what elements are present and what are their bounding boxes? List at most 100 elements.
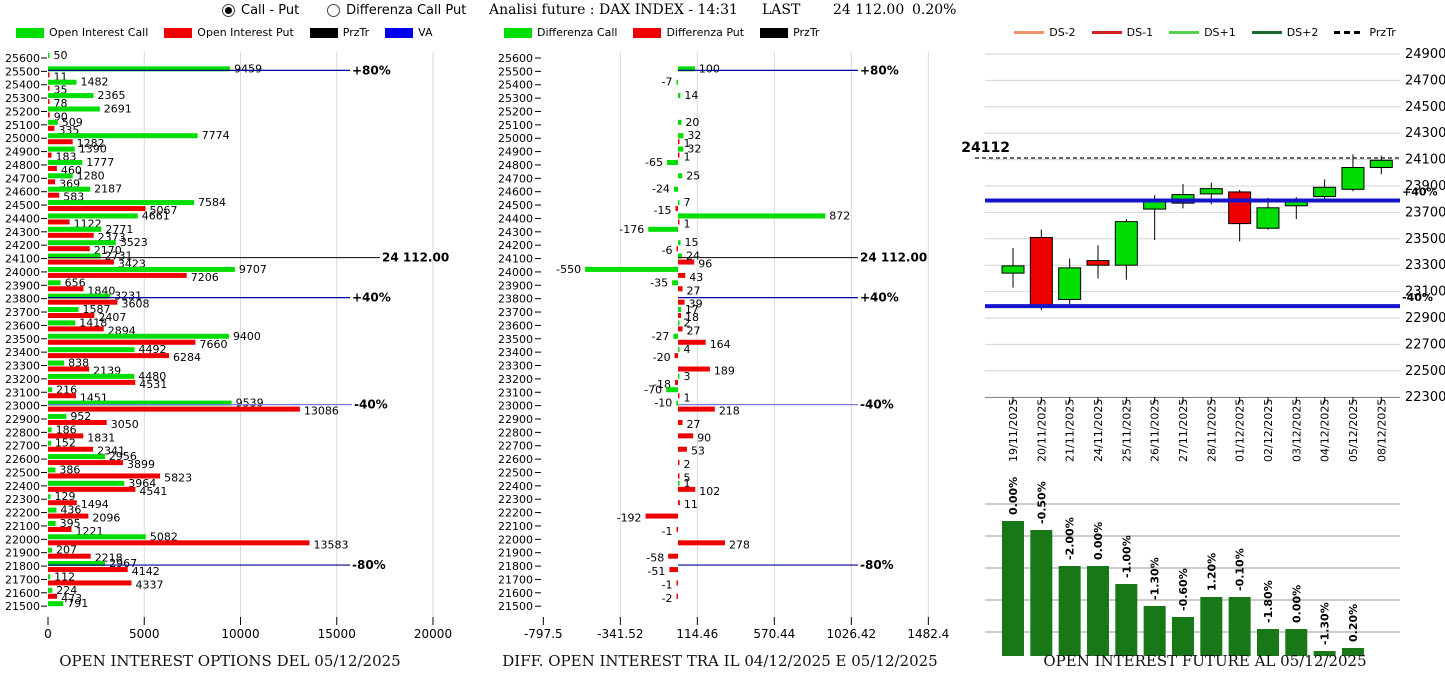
svg-text:25500: 25500 bbox=[5, 65, 40, 78]
legend-item: DS+1 bbox=[1169, 26, 1236, 39]
svg-text:207: 207 bbox=[56, 544, 77, 557]
svg-text:2407: 2407 bbox=[98, 311, 126, 324]
svg-text:25/11/2025: 25/11/2025 bbox=[1120, 399, 1133, 462]
svg-text:23200: 23200 bbox=[498, 373, 533, 386]
svg-text:1482.4: 1482.4 bbox=[907, 627, 949, 641]
svg-text:838: 838 bbox=[68, 357, 89, 370]
svg-text:+40%: +40% bbox=[352, 291, 391, 305]
svg-text:24200: 24200 bbox=[5, 239, 40, 252]
svg-text:-1.30%: -1.30% bbox=[1319, 602, 1332, 645]
svg-text:53: 53 bbox=[691, 445, 705, 458]
svg-text:22300: 22300 bbox=[1405, 390, 1445, 405]
svg-text:2691: 2691 bbox=[104, 102, 132, 115]
svg-text:4531: 4531 bbox=[139, 378, 167, 391]
svg-text:24900: 24900 bbox=[5, 146, 40, 159]
svg-text:952: 952 bbox=[70, 410, 91, 423]
svg-text:22300: 22300 bbox=[498, 493, 533, 506]
legend-item: Open Interest Call bbox=[16, 26, 148, 39]
svg-text:27: 27 bbox=[687, 324, 701, 337]
svg-text:-6: -6 bbox=[662, 244, 673, 257]
legend-item: Differenza Call bbox=[504, 26, 617, 39]
svg-text:+80%: +80% bbox=[860, 63, 899, 77]
svg-text:-51: -51 bbox=[647, 565, 665, 578]
svg-text:-192: -192 bbox=[617, 512, 642, 525]
svg-text:-15: -15 bbox=[653, 204, 671, 217]
svg-text:24700: 24700 bbox=[5, 172, 40, 185]
svg-text:28/11/2025: 28/11/2025 bbox=[1205, 399, 1218, 462]
svg-text:24200: 24200 bbox=[498, 239, 533, 252]
svg-text:24600: 24600 bbox=[498, 186, 533, 199]
svg-text:3: 3 bbox=[684, 370, 691, 383]
svg-text:23400: 23400 bbox=[5, 346, 40, 359]
legend-item: VA bbox=[385, 26, 433, 39]
svg-text:0: 0 bbox=[44, 627, 52, 641]
svg-text:7774: 7774 bbox=[202, 129, 230, 142]
svg-text:90: 90 bbox=[697, 431, 711, 444]
svg-text:22400: 22400 bbox=[498, 480, 533, 493]
svg-text:-0.10%: -0.10% bbox=[1234, 548, 1247, 591]
svg-text:22000: 22000 bbox=[5, 533, 40, 546]
svg-text:5067: 5067 bbox=[150, 204, 178, 217]
svg-text:2731: 2731 bbox=[105, 250, 133, 263]
svg-text:-40%: -40% bbox=[1402, 291, 1433, 304]
svg-text:1831: 1831 bbox=[87, 431, 115, 444]
svg-text:7660: 7660 bbox=[199, 338, 227, 351]
svg-text:2096: 2096 bbox=[92, 512, 120, 525]
svg-text:23900: 23900 bbox=[5, 279, 40, 292]
svg-text:24: 24 bbox=[686, 250, 700, 263]
svg-text:22500: 22500 bbox=[498, 466, 533, 479]
legend-item: DS-1 bbox=[1091, 26, 1154, 39]
legend-swatch-icon bbox=[385, 27, 414, 38]
chart-mode-radios: Call - Put Differenza Call Put bbox=[222, 3, 466, 18]
svg-text:23300: 23300 bbox=[498, 360, 533, 373]
legend-swatch-icon bbox=[164, 27, 193, 38]
radio-differenza-call-put[interactable]: Differenza Call Put bbox=[327, 3, 466, 18]
svg-text:22000: 22000 bbox=[498, 533, 533, 546]
svg-text:+40%: +40% bbox=[860, 291, 899, 305]
svg-text:23900: 23900 bbox=[1405, 179, 1445, 194]
svg-text:4492: 4492 bbox=[138, 343, 166, 356]
svg-text:25000: 25000 bbox=[5, 132, 40, 145]
svg-text:-1.80%: -1.80% bbox=[1262, 580, 1275, 623]
svg-text:24800: 24800 bbox=[498, 159, 533, 172]
svg-text:21800: 21800 bbox=[5, 560, 40, 573]
svg-text:-797.5: -797.5 bbox=[524, 627, 563, 641]
svg-text:2187: 2187 bbox=[94, 183, 122, 196]
svg-text:22900: 22900 bbox=[1405, 311, 1445, 326]
svg-text:-0.50%: -0.50% bbox=[1035, 481, 1048, 524]
svg-text:25500: 25500 bbox=[498, 65, 533, 78]
svg-text:791: 791 bbox=[67, 597, 88, 610]
legend-label: DS-1 bbox=[1126, 26, 1154, 39]
svg-text:-176: -176 bbox=[619, 223, 644, 236]
svg-text:25200: 25200 bbox=[498, 105, 533, 118]
svg-text:27: 27 bbox=[687, 284, 701, 297]
svg-text:03/12/2025: 03/12/2025 bbox=[1290, 399, 1303, 462]
svg-text:23700: 23700 bbox=[498, 306, 533, 319]
svg-text:22800: 22800 bbox=[5, 426, 40, 439]
svg-text:0.00%: 0.00% bbox=[1092, 522, 1105, 560]
svg-text:24 112.00: 24 112.00 bbox=[860, 251, 927, 265]
svg-text:+40%: +40% bbox=[1402, 186, 1438, 199]
svg-text:24400: 24400 bbox=[498, 212, 533, 225]
radio-call-put[interactable]: Call - Put bbox=[222, 3, 299, 18]
svg-text:335: 335 bbox=[58, 124, 79, 137]
svg-text:2: 2 bbox=[684, 458, 691, 471]
svg-text:1587: 1587 bbox=[83, 303, 111, 316]
svg-text:24000: 24000 bbox=[5, 266, 40, 279]
svg-text:509: 509 bbox=[62, 116, 83, 129]
svg-text:23600: 23600 bbox=[5, 319, 40, 332]
svg-text:24000: 24000 bbox=[498, 266, 533, 279]
svg-text:22600: 22600 bbox=[5, 453, 40, 466]
svg-text:583: 583 bbox=[63, 191, 84, 204]
svg-text:436: 436 bbox=[60, 504, 81, 517]
svg-text:-24: -24 bbox=[652, 183, 670, 196]
last-change-percent: 0.20% bbox=[912, 2, 957, 18]
svg-text:24300: 24300 bbox=[498, 226, 533, 239]
legend-item: DS+2 bbox=[1251, 26, 1318, 39]
svg-text:08/12/2025: 08/12/2025 bbox=[1375, 399, 1388, 462]
svg-text:3964: 3964 bbox=[128, 477, 156, 490]
svg-text:24600: 24600 bbox=[5, 186, 40, 199]
svg-text:24700: 24700 bbox=[1405, 73, 1445, 88]
svg-text:5082: 5082 bbox=[150, 530, 178, 543]
svg-text:23600: 23600 bbox=[498, 319, 533, 332]
